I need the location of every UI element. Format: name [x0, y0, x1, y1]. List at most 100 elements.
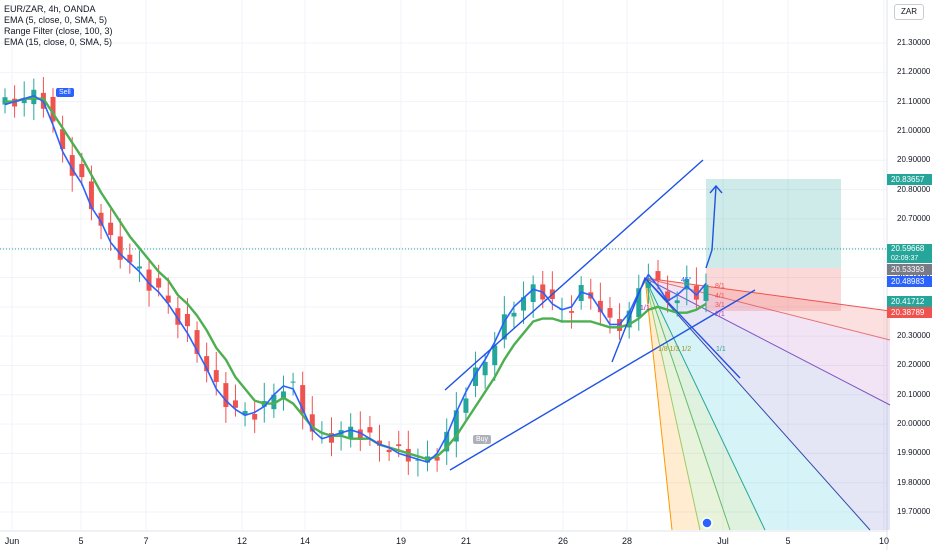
- gann-label-h: 45°: [681, 277, 692, 284]
- y-tick-label: 21.10000: [897, 96, 931, 106]
- y-tick-label: 20.80000: [897, 184, 931, 194]
- gann-label-f: 1/8 1/3 1/2: [658, 346, 692, 353]
- ema-fast-line: [4, 94, 707, 463]
- candle-body: [463, 398, 469, 413]
- candle-body: [453, 410, 459, 442]
- gann-label-g: 1/1: [716, 346, 726, 353]
- buy-signal-label: Buy: [473, 435, 492, 444]
- candle-body: [530, 284, 536, 303]
- x-tick-label: 14: [299, 536, 311, 546]
- target-zone: [706, 179, 841, 268]
- current-price-badge: 20.59668: [887, 244, 932, 254]
- candle-body: [232, 400, 238, 408]
- candle-body: [60, 129, 66, 150]
- candle-body: [367, 427, 373, 433]
- candle-body: [482, 361, 488, 376]
- gann-label-e: 1/1: [640, 305, 650, 312]
- y-tick-label: 20.10000: [897, 389, 931, 399]
- y-tick-label: 19.70000: [897, 507, 931, 516]
- candle-body: [444, 431, 450, 452]
- gann-label-a: 8/1: [715, 283, 725, 290]
- candle-body: [280, 391, 286, 400]
- y-tick-label: 20.70000: [897, 213, 931, 223]
- candle-body: [684, 278, 690, 290]
- candle-body: [665, 291, 671, 302]
- candle-body: [521, 297, 527, 311]
- candle-body: [357, 429, 363, 440]
- y-tick-label: 21.20000: [897, 67, 931, 77]
- gann-fan-line: [644, 277, 701, 531]
- countdown-badge: 02:09:37: [887, 254, 932, 263]
- candle-body: [98, 212, 104, 226]
- symbol-currency-box[interactable]: ZAR: [894, 4, 924, 20]
- x-tick-label: 10: [878, 536, 890, 546]
- x-tick-label: Jul: [717, 536, 729, 546]
- gann-fan-line: [644, 277, 673, 531]
- candle-body: [569, 311, 575, 313]
- y-tick-label: 20.00000: [897, 419, 931, 429]
- candle-body: [693, 285, 699, 300]
- channel-upper-line: [444, 159, 704, 391]
- candle-body: [300, 385, 306, 414]
- candle-body: [396, 444, 402, 447]
- candle-body: [415, 459, 421, 461]
- candle-body: [50, 96, 56, 122]
- candle-body: [309, 414, 315, 432]
- candle-body: [156, 278, 162, 288]
- ema-slow-line: [5, 97, 707, 461]
- candle-body: [223, 383, 229, 408]
- candle-body: [290, 381, 296, 383]
- candle-body: [405, 448, 411, 462]
- candle-body: [204, 356, 210, 372]
- candle-body: [645, 281, 651, 288]
- candle-body: [136, 266, 142, 269]
- x-tick-label: Jun: [4, 536, 20, 546]
- candle-body: [252, 414, 258, 420]
- y-tick-label: 19.90000: [897, 448, 931, 458]
- y-tick-label: 20.30000: [897, 331, 931, 341]
- level-badge-3: 20.48983: [887, 276, 932, 287]
- candle-body: [597, 300, 603, 313]
- projection-arrow-head: [709, 184, 723, 194]
- candle-body: [165, 295, 171, 303]
- legend-symbol[interactable]: EUR/ZAR, 4h, OANDA: [4, 4, 96, 14]
- candle-body: [434, 456, 440, 461]
- legend-ema-fast[interactable]: EMA (5, close, 0, SMA, 5): [4, 15, 108, 25]
- candle-body: [175, 308, 181, 325]
- gann-fan-line: [644, 277, 766, 531]
- candle-body: [386, 449, 392, 453]
- candle-body: [31, 89, 37, 105]
- candle-body: [655, 271, 661, 281]
- candle-body: [492, 345, 498, 366]
- candle-body: [69, 155, 75, 176]
- x-tick-label: 5: [78, 536, 84, 546]
- candle-body: [127, 254, 133, 263]
- gann-fan-zone: [645, 278, 890, 530]
- candle-body: [21, 99, 27, 104]
- y-tick-label: 20.90000: [897, 155, 931, 165]
- candle-body: [501, 314, 507, 340]
- y-tick-label: 21.00000: [897, 125, 931, 135]
- gann-fan-line: [644, 277, 731, 531]
- pattern-lines: [611, 276, 741, 379]
- x-tick-label: 21: [460, 536, 472, 546]
- projection-arrow-line: [705, 185, 717, 269]
- candle-body: [328, 433, 334, 443]
- x-tick-label: 19: [395, 536, 407, 546]
- candle-body: [271, 394, 277, 410]
- candle-body: [511, 312, 517, 317]
- candle-body: [348, 426, 354, 439]
- legend-range-filter[interactable]: Range Filter (close, 100, 3): [4, 26, 113, 36]
- x-tick-label: 7: [143, 536, 149, 546]
- x-tick-label: 28: [621, 536, 633, 546]
- legend-ema-slow[interactable]: EMA (15, close, 0, SMA, 5): [4, 37, 113, 47]
- y-tick-label: 19.80000: [897, 477, 931, 487]
- candle-body: [146, 269, 152, 291]
- candle-body: [213, 370, 219, 382]
- candle-body: [674, 300, 680, 304]
- level-badge-4: 20.41712: [887, 296, 932, 307]
- x-tick-label: 5: [785, 536, 791, 546]
- x-tick-label: 26: [557, 536, 569, 546]
- candle-body: [703, 284, 709, 301]
